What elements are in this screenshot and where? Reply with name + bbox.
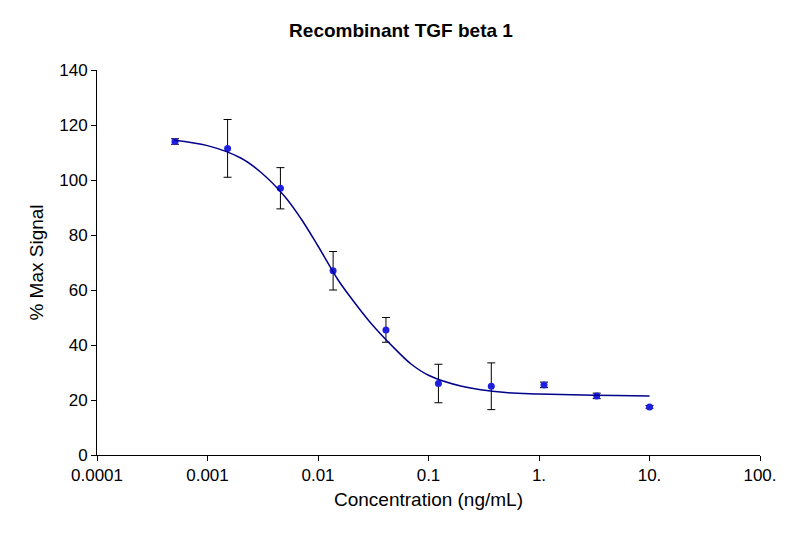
svg-text:100.: 100. — [743, 466, 776, 485]
svg-text:0: 0 — [78, 446, 87, 465]
svg-text:10.: 10. — [638, 466, 662, 485]
svg-text:20: 20 — [69, 391, 88, 410]
svg-text:100: 100 — [59, 171, 87, 190]
svg-text:40: 40 — [69, 336, 88, 355]
svg-text:Recombinant TGF beta 1: Recombinant TGF beta 1 — [289, 20, 513, 41]
svg-text:0.0001: 0.0001 — [71, 466, 123, 485]
svg-text:1.: 1. — [532, 466, 546, 485]
svg-text:% Max Signal: % Max Signal — [26, 204, 47, 320]
svg-text:80: 80 — [69, 226, 88, 245]
svg-text:0.001: 0.001 — [186, 466, 229, 485]
svg-text:60: 60 — [69, 281, 88, 300]
svg-text:0.01: 0.01 — [301, 466, 334, 485]
svg-text:Concentration (ng/mL): Concentration (ng/mL) — [334, 489, 523, 510]
svg-text:120: 120 — [59, 116, 87, 135]
svg-text:140: 140 — [59, 61, 87, 80]
svg-text:0.1: 0.1 — [417, 466, 441, 485]
